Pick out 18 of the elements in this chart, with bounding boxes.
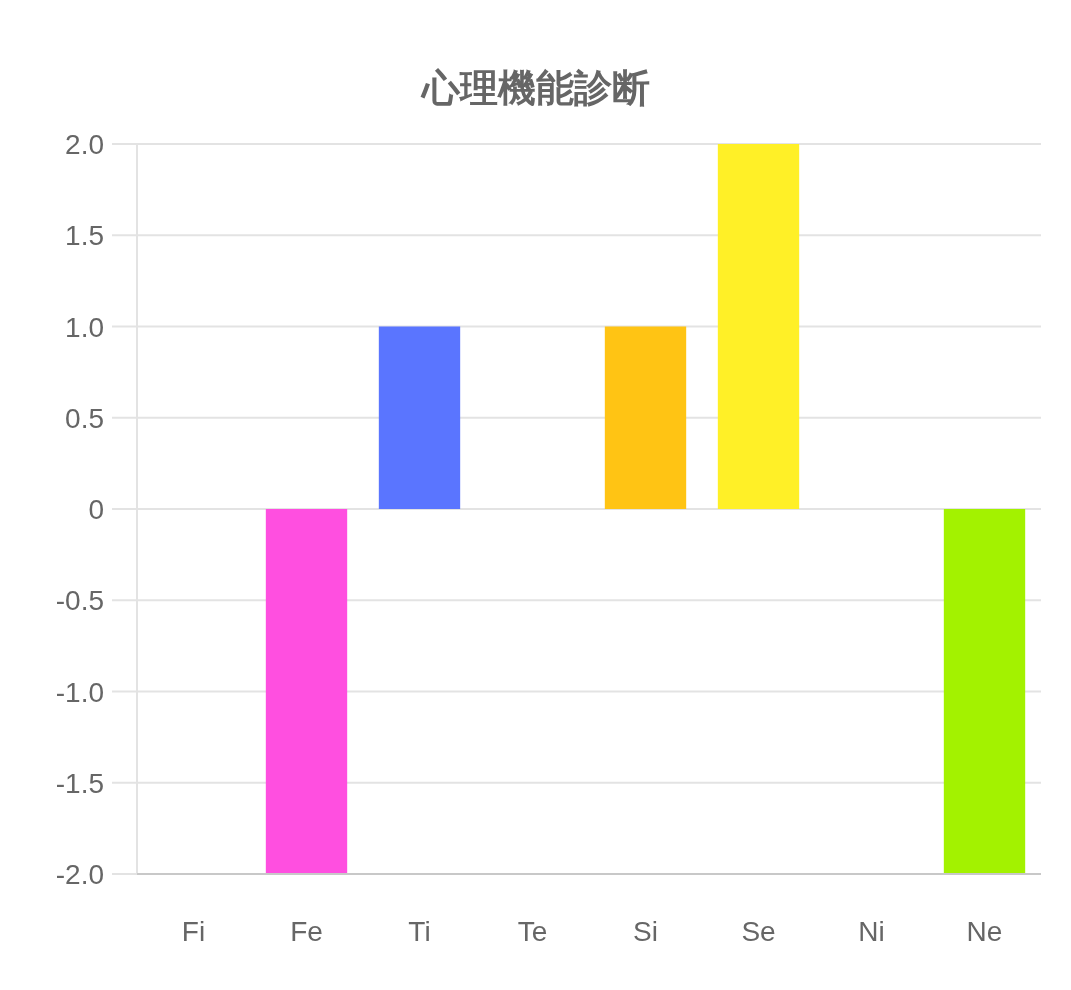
x-tick-label: Te	[517, 916, 548, 947]
y-tick-label: 0.5	[65, 402, 104, 434]
y-tick-label: -1.0	[55, 676, 104, 708]
x-tick-label: Ni	[858, 916, 885, 947]
y-tick-label: -1.5	[55, 767, 104, 799]
y-tick-label: 1.5	[65, 220, 104, 252]
chart-title: 心理機能診断	[420, 67, 650, 109]
x-tick-label: Fi	[181, 916, 206, 947]
x-tick-label: Si	[633, 916, 658, 947]
x-tick-label: Ti	[408, 916, 431, 947]
y-tick-label: -0.5	[55, 585, 104, 617]
x-tick-label: Ne	[966, 916, 1003, 947]
y-tick-label: -2.0	[55, 859, 104, 890]
y-tick-label: 2.0	[65, 129, 104, 160]
x-tick-label: Fe	[290, 916, 323, 947]
x-tick-label: Se	[741, 916, 776, 947]
y-tick-label: 1.0	[65, 311, 104, 343]
y-tick-label: 0	[88, 494, 104, 525]
